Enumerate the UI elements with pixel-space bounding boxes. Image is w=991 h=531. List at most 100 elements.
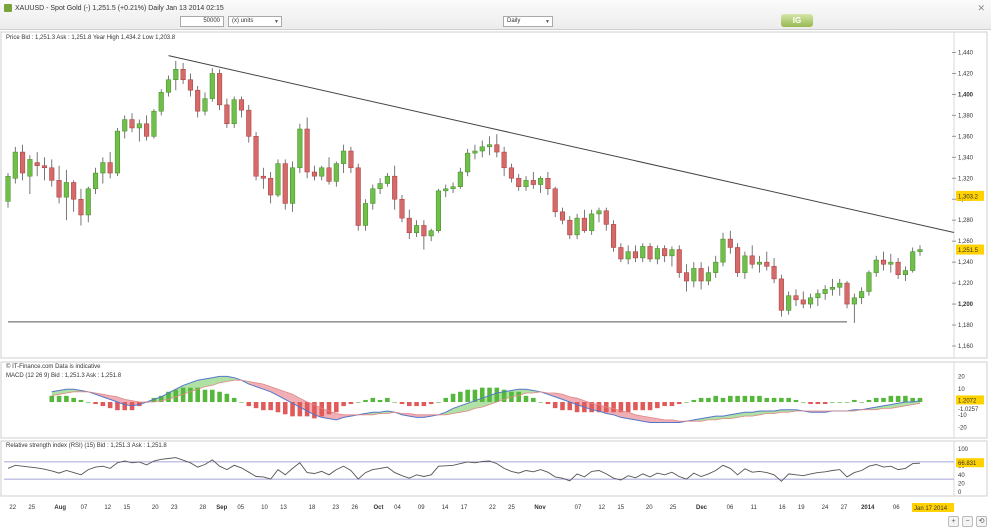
quantity-input[interactable]: 50000: [180, 16, 224, 27]
zoom-in-icon[interactable]: +: [948, 516, 959, 527]
instrument-line: XAUUSD - Spot Gold (-) 1,251.5 (+0.21%) …: [15, 4, 224, 12]
candle-up: [654, 248, 660, 260]
macd-fill: [664, 419, 672, 423]
period-label: Daily: [507, 18, 521, 24]
candle-up: [910, 251, 916, 271]
price-tick-label: 1,260: [958, 239, 974, 245]
x-tick-label: 22: [489, 505, 496, 511]
macd-histogram-bar: [800, 402, 806, 403]
x-tick-label: 13: [280, 505, 287, 511]
macd-fill: [256, 382, 264, 390]
macd-histogram-bar: [531, 397, 536, 402]
zoom-out-icon[interactable]: −: [962, 516, 973, 527]
macd-histogram-bar: [545, 402, 551, 405]
period-select[interactable]: Daily ▼: [503, 16, 553, 27]
x-tick-label: 23: [171, 505, 178, 511]
macd-histogram-bar: [188, 387, 193, 402]
reset-zoom-icon[interactable]: ⟲: [976, 516, 987, 527]
macd-fill: [883, 404, 891, 409]
macd-histogram-bar: [837, 402, 843, 403]
candle-down: [545, 178, 551, 190]
macd-histogram-bar: [173, 389, 179, 402]
candle-down: [844, 282, 850, 305]
candle-up: [231, 99, 237, 125]
macd-histogram-bar: [523, 395, 529, 402]
x-tick-label: Sep: [216, 505, 227, 511]
units-select[interactable]: (x) units ▼: [228, 16, 282, 27]
macd-histogram-bar: [516, 391, 522, 402]
candle-up: [815, 293, 821, 299]
candle-down: [552, 188, 558, 213]
zoom-controls: + − ⟲: [948, 516, 987, 527]
x-tick-label: 19: [798, 505, 805, 511]
macd-histogram-bar: [538, 402, 543, 403]
candle-up: [538, 178, 544, 185]
candle-up: [596, 210, 602, 215]
macd-histogram-bar: [779, 397, 784, 402]
candle-down: [144, 123, 150, 137]
candle-down: [735, 247, 741, 273]
macd-histogram-bar: [676, 402, 682, 405]
macd-histogram-bar: [684, 402, 689, 403]
x-tick-label: 05: [237, 505, 244, 511]
macd-histogram-bar: [49, 395, 55, 402]
macd-histogram-bar: [107, 402, 113, 409]
macd-histogram-bar: [297, 402, 303, 417]
candle-up: [384, 175, 390, 184]
macd-fill: [445, 408, 454, 415]
macd-histogram-bar: [618, 402, 624, 413]
candle-up: [435, 190, 442, 231]
macd-fill: [642, 416, 651, 423]
macd-histogram-bar: [706, 397, 711, 402]
macd-histogram-bar: [749, 395, 755, 402]
rsi-legend: Relative strength index (RSI) (15) Bid :…: [6, 443, 167, 449]
candle-down: [494, 144, 500, 153]
macd-histogram-bar: [888, 395, 894, 402]
price-tick-label: 1,280: [958, 218, 974, 224]
candle-down: [34, 162, 40, 166]
x-tick-label: 06: [727, 505, 734, 511]
macd-histogram-bar: [917, 397, 923, 402]
x-tick-label: 07: [81, 505, 88, 511]
macd-histogram-bar: [443, 397, 449, 402]
macd-histogram-bar: [195, 387, 200, 402]
x-tick-label: 07: [575, 505, 582, 511]
macd-histogram-bar: [771, 397, 777, 402]
macd-histogram-bar: [137, 402, 142, 407]
x-tick-label: Aug: [54, 505, 66, 511]
rsi-tick-label: 40: [958, 473, 965, 479]
trendline-tag-bg: [956, 190, 984, 201]
rsi-tick-label: 100: [958, 447, 969, 453]
macd-histogram-bar: [319, 402, 325, 417]
candle-down: [581, 217, 587, 231]
macd-histogram-bar: [436, 402, 441, 403]
macd-histogram-bar: [71, 397, 76, 402]
x-end-tag: Jan 17 2014: [914, 506, 948, 512]
candle-up: [786, 295, 792, 311]
candle-up: [479, 146, 485, 152]
price-tick-label: 1,320: [958, 176, 974, 182]
macd-histogram-bar: [458, 391, 463, 402]
candle-down: [880, 259, 887, 265]
candle-down: [78, 198, 84, 216]
macd-histogram-bar: [866, 399, 872, 402]
macd-tag-bottom: -1.0257: [958, 407, 979, 413]
price-tag-bg: [956, 244, 984, 255]
candle-down: [56, 180, 62, 198]
macd-histogram-bar: [822, 402, 828, 405]
candle-up: [589, 213, 595, 231]
candle-up: [829, 287, 835, 290]
candle-down: [771, 266, 777, 280]
macd-histogram-bar: [633, 402, 638, 411]
macd-histogram-bar: [852, 399, 857, 402]
macd-histogram-bar: [239, 402, 244, 403]
close-icon[interactable]: ✕: [977, 3, 985, 13]
macd-histogram-bar: [355, 402, 361, 403]
price-tick-label: 1,360: [958, 134, 974, 140]
candle-down: [348, 150, 354, 169]
candle-up: [173, 69, 179, 80]
candle-down: [304, 128, 310, 173]
x-tick-label: 26: [351, 505, 358, 511]
macd-histogram-bar: [830, 402, 835, 403]
toolbar: XAUUSD - Spot Gold (-) 1,251.5 (+0.21%) …: [0, 0, 991, 30]
